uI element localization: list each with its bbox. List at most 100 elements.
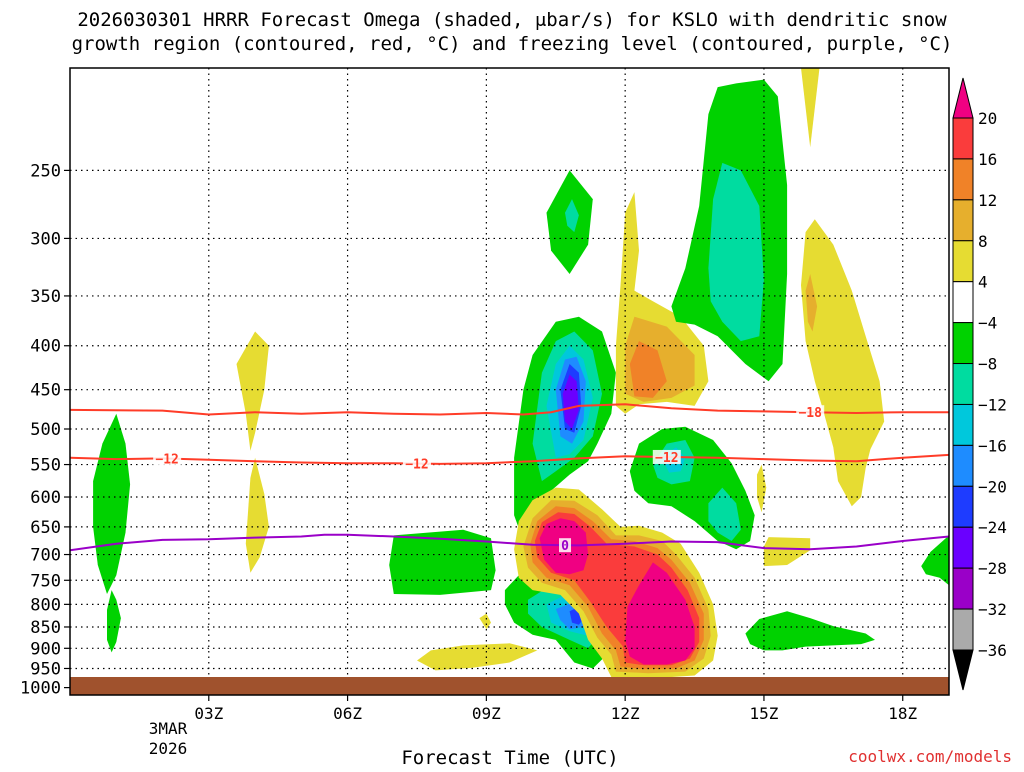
colorbar-swatch-top [952,77,974,119]
colorbar-label: 12 [978,191,997,210]
contour-freezing-level-zero [70,533,949,552]
colorbar-swatch [952,199,974,242]
contour-label-bg-dgz-bottom-minus12 [652,449,681,464]
credit-text: coolwx.com/models [848,747,1012,766]
omega-region-yellow-0430-column [236,331,269,451]
colorbar-swatch [952,158,974,201]
colorbar: 20 16 12 8 4 −4 −8 −12 −16 −20 −24 −28 −32 −36 [952,77,1007,691]
colorbar-label: −4 [978,314,997,333]
x-tick-label-06Z: 06Z [333,704,362,723]
colorbar-label: −28 [978,559,1007,578]
contour-label-dgz-bottom-minus12: −12 [405,458,428,473]
x-tick-label-09Z: 09Z [472,704,501,723]
date-label-line2: 2026 [149,739,188,758]
colorbar-label: −8 [978,355,997,374]
omega-region-teal-1430-midright [708,487,741,541]
colorbar-swatch [952,240,974,283]
x-tick-label-18Z: 18Z [888,704,917,723]
y-tick-label-800: 800 [30,595,61,615]
chart-title: 2026030301 HRRR Forecast Omega (shaded, … [72,9,953,55]
colorbar-label: −32 [978,600,1007,619]
contour-label-bg-dgz-bottom-minus12 [153,451,182,466]
omega-region-teal-1430-high [708,162,764,342]
omega-region-green-left-small [107,590,121,653]
colorbar-swatch [952,403,974,446]
colorbar-swatch [952,322,974,365]
omega-shaded-regions [93,68,949,679]
contour-label-bg-dgz-bottom-minus12 [402,456,431,471]
colorbar-label: −36 [978,641,1007,660]
pressure-axis: 2503003504004505005506006507007508008509… [20,161,70,699]
contour-dgz-bottom-minus12 [70,453,949,465]
omega-region-teal-1050-high [565,199,579,233]
x-tick-label-03Z: 03Z [194,704,223,723]
contour-label-freezing-level-zero: 0 [561,539,569,554]
y-tick-label-1000: 1000 [20,679,61,699]
chart-title-line1: 2026030301 HRRR Forecast Omega (shaded, … [77,9,947,31]
y-tick-label-750: 750 [30,571,61,591]
colorbar-label: −20 [978,477,1007,496]
y-tick-label-950: 950 [30,659,61,679]
contour-label-bg-dgz-top-minus18 [796,405,825,420]
y-tick-label-700: 700 [30,546,61,566]
colorbar-label: −12 [978,395,1007,414]
y-tick-label-350: 350 [30,287,61,307]
x-tick-label-12Z: 12Z [611,704,640,723]
omega-region-magenta-1300-low [625,562,695,665]
colorbar-swatch [952,117,974,160]
colorbar-label: 16 [978,150,997,169]
omega-region-green-0730-box [389,529,496,595]
colorbar-swatch [952,281,974,324]
x-axis-label: Forecast Time (UTC) [401,747,618,768]
colorbar-label: −24 [978,518,1007,537]
y-tick-label-450: 450 [30,381,61,401]
x-tick-label-15Z: 15Z [749,704,778,723]
colorbar-swatch [952,444,974,487]
colorbar-label: 4 [978,273,988,292]
plot-frame [69,67,950,696]
y-tick-label-600: 600 [30,488,61,508]
y-tick-label-400: 400 [30,337,61,357]
y-tick-label-500: 500 [30,420,61,440]
omega-region-yellow-1500-sliver [757,464,767,513]
colorbar-swatch [952,485,974,528]
omega-region-green-1830-right [921,535,949,586]
omega-region-green-1600-low [745,611,875,651]
colorbar-swatch-bottom [952,649,974,691]
omega-region-yellow-top-sliver [801,68,820,148]
omega-region-green-left-column [93,413,131,594]
omega-region-yellow-0500-lower [245,457,269,573]
omega-region-darkyellow-1600-right [805,274,818,332]
omega-region-yellow-0800-low [417,643,538,671]
y-tick-label-250: 250 [30,161,61,181]
contour-label-dgz-bottom-minus12: −12 [655,451,678,466]
colorbar-swatch [952,608,974,651]
terrain-surface [70,677,949,695]
colorbar-swatch [952,526,974,569]
contour-label-dgz-top-minus18: −18 [798,406,822,421]
y-tick-label-650: 650 [30,518,61,538]
omega-region-yellow-1530-right [763,537,811,567]
y-tick-label-850: 850 [30,618,61,638]
colorbar-label: −16 [978,436,1007,455]
omega-region-yellow-0900-dot [479,613,491,630]
omega-region-purple-1030-middle [562,374,579,429]
contour-label-dgz-bottom-minus12: −12 [155,453,178,468]
date-label-line1: 3MAR [149,719,188,738]
omega-region-yellow-1700-right [801,219,885,507]
colorbar-swatch [952,363,974,405]
y-tick-label-550: 550 [30,456,61,476]
chart-title-line2: growth region (contoured, red, °C) and f… [72,33,953,55]
colorbar-swatch [952,567,974,610]
y-tick-label-900: 900 [30,639,61,659]
contour-lines: −18 −12 −12 −12 0 [70,403,949,554]
grid-lines [70,68,949,695]
omega-region-orange-1230-high [629,341,667,398]
time-axis: 03Z 06Z 09Z 12Z 15Z 18Z [194,695,918,723]
colorbar-label: 8 [978,232,988,251]
y-tick-label-300: 300 [30,229,61,249]
contour-label-bg-freezing-level-zero [559,538,572,553]
colorbar-label: 20 [978,109,997,128]
